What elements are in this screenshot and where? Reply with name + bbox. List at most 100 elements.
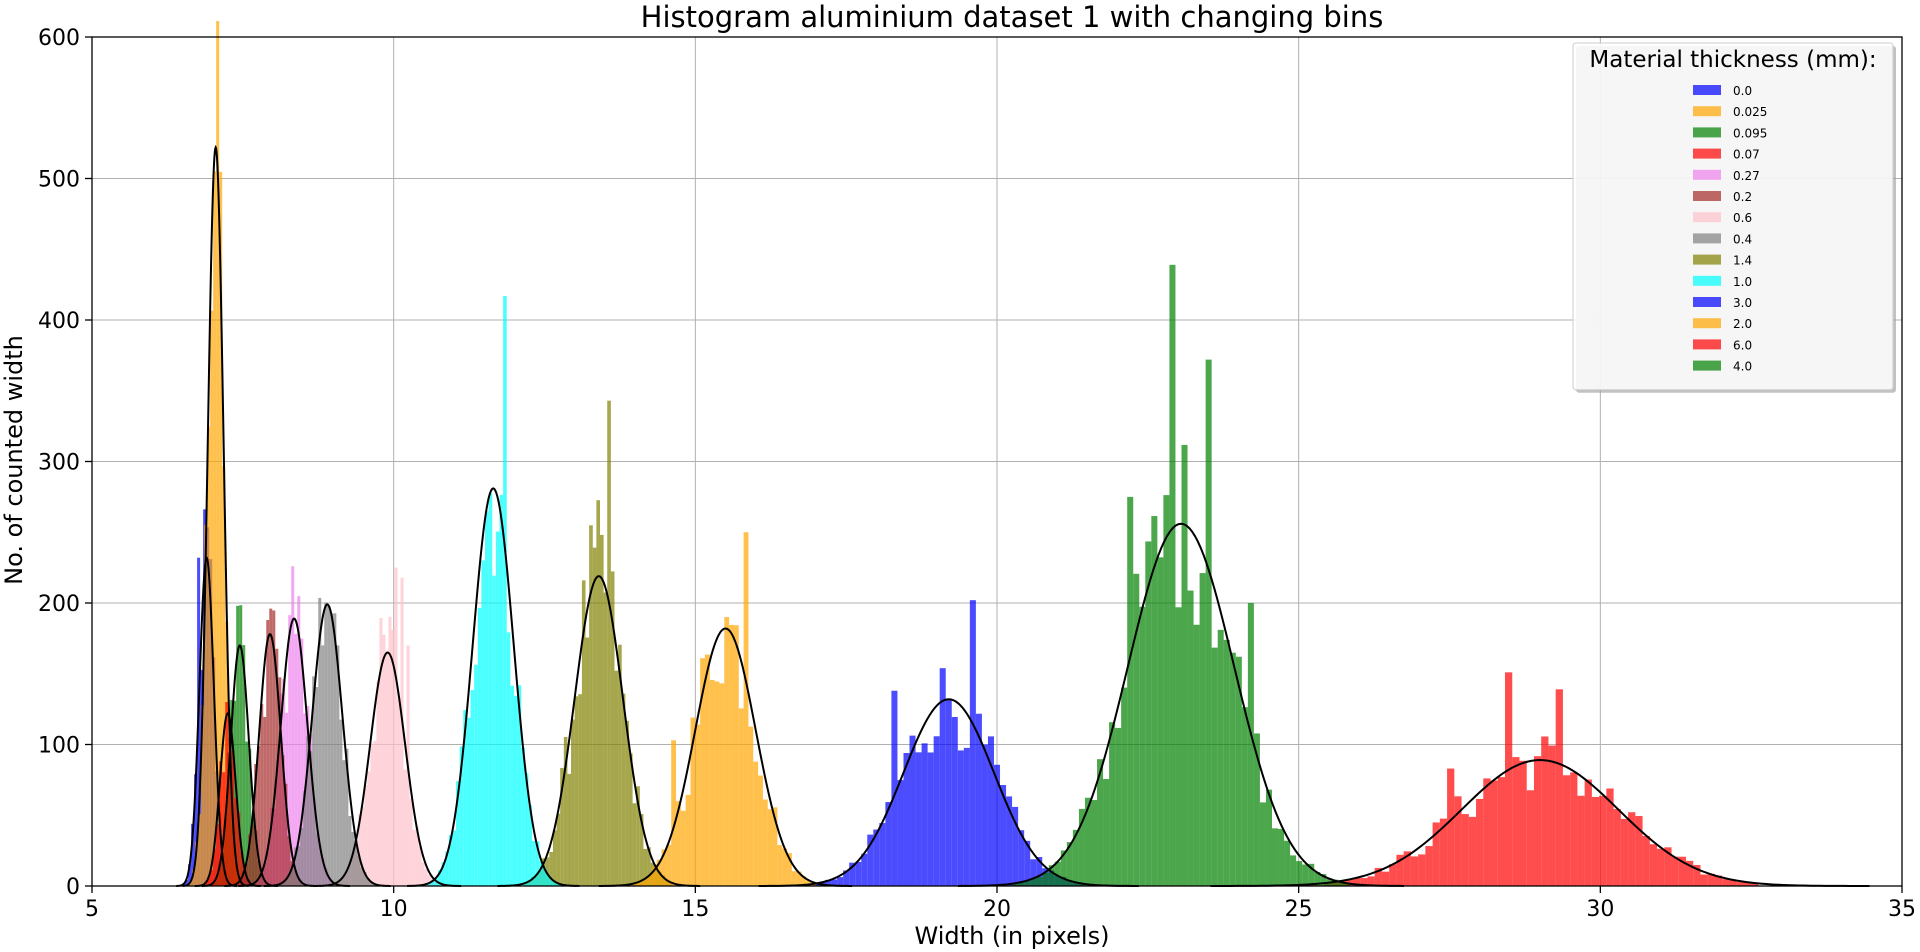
histogram-bar	[1505, 672, 1513, 886]
histogram-bar	[342, 760, 346, 886]
histogram-bar	[532, 840, 536, 886]
histogram-bar	[207, 426, 211, 886]
histogram-bar	[1133, 573, 1140, 886]
legend-swatch	[1693, 360, 1721, 371]
histogram-bar	[1642, 835, 1650, 886]
histogram-bar	[513, 695, 518, 886]
histogram-bar	[600, 534, 604, 886]
histogram-bar	[1018, 882, 1025, 886]
histogram-bar	[1635, 816, 1643, 886]
histogram-bar	[772, 807, 778, 886]
histogram-bar	[327, 605, 331, 886]
histogram-bar	[957, 750, 964, 886]
histogram-bar	[1714, 875, 1723, 886]
histogram-bar	[758, 775, 763, 886]
histogram-bar	[324, 602, 328, 886]
histogram-bar	[571, 719, 575, 886]
histogram-bar	[1338, 883, 1345, 886]
histogram-bar	[596, 500, 601, 886]
histogram-bar	[385, 650, 389, 886]
histogram-bar	[245, 741, 249, 886]
histogram-bar	[210, 870, 214, 886]
histogram-bar	[1018, 830, 1025, 886]
histogram-bar	[1308, 863, 1315, 886]
histogram-bar	[189, 881, 193, 886]
histogram-bar	[1181, 444, 1188, 886]
histogram-bar	[291, 867, 295, 886]
histogram-bar	[1187, 590, 1194, 886]
histogram-bar	[729, 624, 734, 886]
histogram-bar	[1613, 809, 1621, 886]
histogram-bar	[185, 879, 189, 886]
histogram-bar	[873, 829, 880, 886]
fit-curve-6.0	[1210, 759, 1870, 887]
histogram-bar	[549, 852, 553, 886]
histogram-bar	[1199, 573, 1206, 886]
histogram-bar	[421, 862, 425, 886]
histogram-bar	[1247, 603, 1254, 886]
histogram-bar	[666, 844, 672, 886]
histogram-bar	[400, 577, 404, 886]
histogram-bar	[945, 699, 952, 886]
histogram-bar	[300, 827, 304, 886]
histogram-bar	[1265, 789, 1272, 886]
histogram-bar	[607, 400, 611, 886]
y-tick-label: 0	[66, 875, 80, 900]
x-tick-label: 5	[85, 897, 99, 922]
histogram-bar	[481, 560, 486, 886]
fit-curve-0.2	[224, 632, 316, 887]
histogram-bar	[700, 658, 705, 886]
histogram-bar	[563, 736, 568, 886]
fit-curve-1.4	[497, 575, 701, 887]
legend-label: 6.0	[1733, 338, 1752, 352]
histogram-bar	[318, 597, 322, 886]
histogram-bar	[285, 880, 289, 886]
series-0.4-bars	[279, 597, 376, 886]
histogram-bar	[1599, 795, 1607, 886]
histogram-bar	[1229, 652, 1236, 886]
legend-swatch	[1693, 339, 1721, 350]
histogram-bar	[1151, 516, 1158, 886]
histogram-bar	[294, 633, 298, 886]
histogram-bar	[1461, 814, 1469, 886]
histogram-bar	[363, 872, 367, 886]
histogram-bar	[639, 814, 644, 886]
histogram-bar	[1707, 873, 1715, 886]
histogram-bar	[1241, 707, 1248, 886]
histogram-bar	[1217, 629, 1224, 886]
histogram-bar	[1157, 557, 1164, 886]
histogram-bar	[1121, 687, 1128, 886]
histogram-bar	[470, 690, 475, 886]
histogram-bar	[437, 870, 442, 886]
histogram-bar	[637, 880, 643, 886]
y-tick-label: 500	[38, 168, 80, 193]
legend-title: Material thickness (mm):	[1589, 47, 1876, 73]
histogram-bar	[1396, 854, 1404, 886]
histogram-bar	[1381, 871, 1390, 886]
series-1.0-bars	[427, 295, 562, 886]
histogram-bar	[315, 687, 319, 886]
histogram-bar	[1476, 798, 1484, 886]
histogram-bar	[975, 713, 982, 886]
histogram-bar	[585, 637, 590, 886]
histogram-bar	[1163, 495, 1170, 886]
histogram-bar	[867, 834, 874, 886]
histogram-bar	[1024, 840, 1031, 886]
histogram-bar	[724, 617, 730, 886]
histogram-bar	[1060, 850, 1067, 886]
histogram-bar	[219, 171, 223, 886]
histogram-bar	[837, 877, 844, 886]
histogram-bar	[1054, 861, 1061, 886]
histogram-bar	[891, 690, 898, 886]
histogram-bar	[288, 871, 292, 886]
histogram-bar	[748, 726, 754, 886]
histogram-bar	[288, 615, 292, 886]
histogram-bar	[506, 632, 511, 886]
histogram-bar	[364, 785, 368, 886]
histogram-bar	[1072, 829, 1079, 886]
histogram-bar	[415, 826, 419, 886]
histogram-bar	[333, 613, 337, 886]
histogram-bar	[1048, 865, 1055, 886]
histogram-bar	[636, 786, 640, 886]
